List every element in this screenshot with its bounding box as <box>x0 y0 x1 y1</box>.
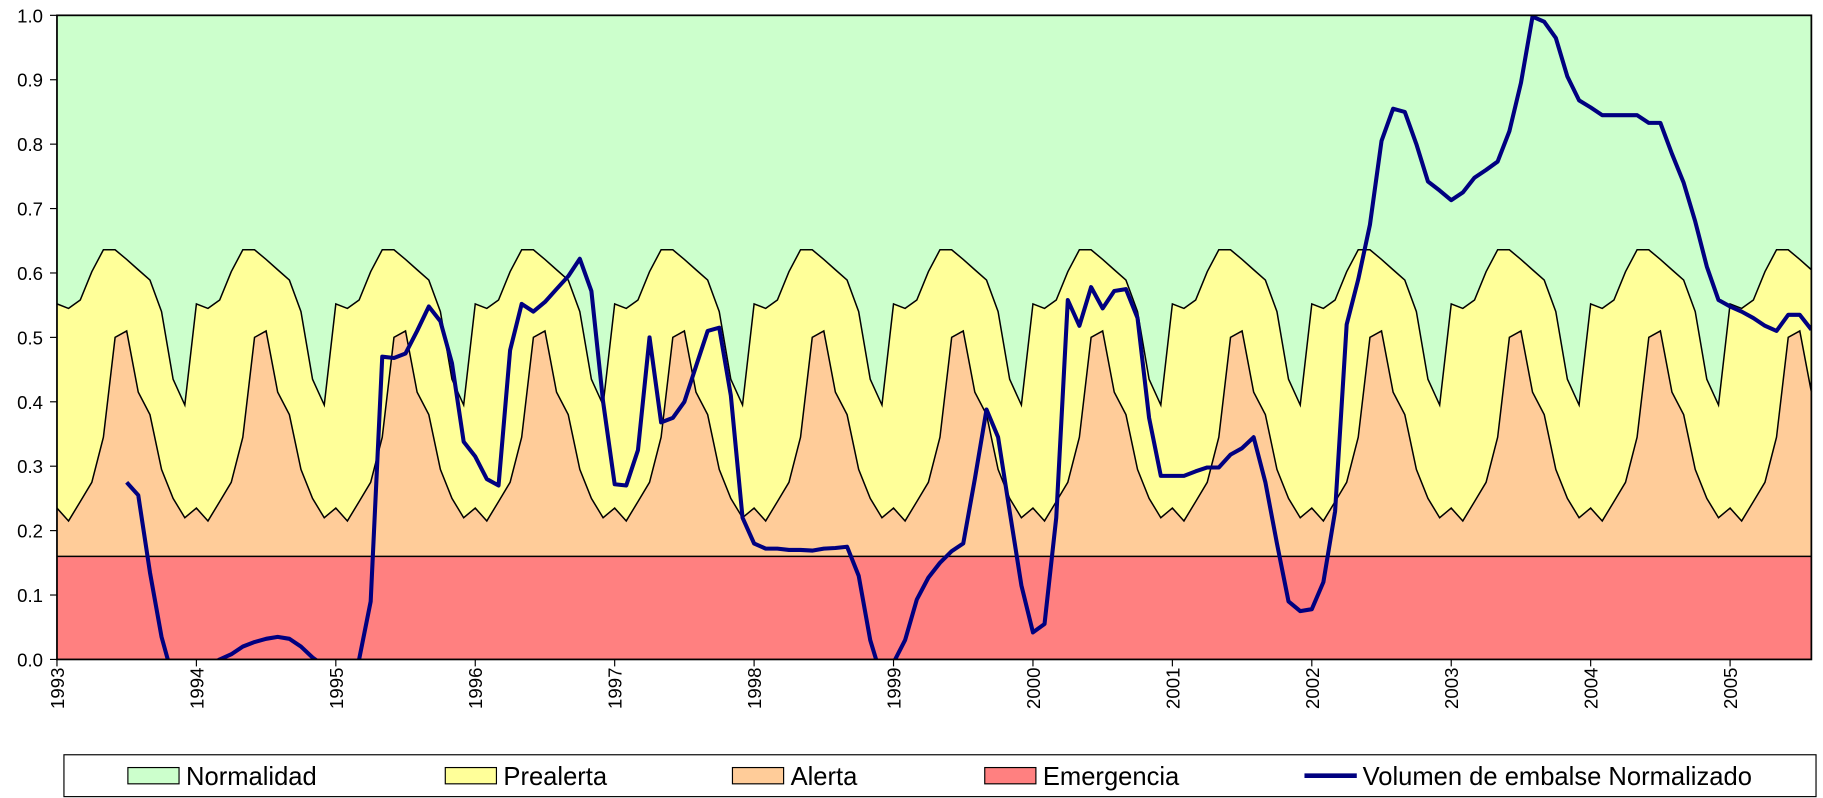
legend: Normalidad Prealerta Alerta Emergencia Volum… <box>127 763 1752 791</box>
y-tick-label: 0.3 <box>17 456 43 477</box>
lines <box>125 15 1812 660</box>
x-tick-label: 1995 <box>326 668 347 709</box>
y-tick-label: 0.7 <box>17 199 43 220</box>
x-tick-label: 1998 <box>744 668 765 709</box>
legend-label: Alerta <box>791 763 859 791</box>
legend-swatch <box>731 766 785 785</box>
y-tick-label: 0.5 <box>17 327 43 348</box>
legend-label: Volumen de embalse Normalizado <box>1363 763 1752 791</box>
band-fill <box>56 556 1812 660</box>
y-tick-label: 0.2 <box>17 521 43 542</box>
data-line <box>125 15 1812 660</box>
y-tick-label: 0.6 <box>17 263 43 284</box>
y-tick-label: 1.0 <box>17 5 43 26</box>
band-boundary <box>56 329 1813 523</box>
legend-swatch <box>444 766 498 785</box>
legend-label: Normalidad <box>186 763 317 791</box>
axes: 0.0 0.1 0.2 0.3 0.4 0.5 0.6 0.7 0.8 0.9 1.0 1993 199… <box>17 5 1741 709</box>
x-tick-label: 2000 <box>1023 668 1044 709</box>
legend-box <box>63 754 1817 798</box>
y-tick-label: 0.4 <box>17 392 43 413</box>
x-tick-label: 1997 <box>605 668 626 709</box>
legend-label: Prealerta <box>503 763 608 791</box>
y-tick-label: 0.9 <box>17 70 43 91</box>
bands <box>56 15 1813 660</box>
x-tick-label: 2005 <box>1720 668 1741 709</box>
plot-frame <box>56 14 1813 661</box>
x-tick-label: 2002 <box>1302 668 1323 709</box>
legend-label: Emergencia <box>1043 763 1180 791</box>
x-tick-label: 1996 <box>465 668 486 709</box>
x-tick-label: 2003 <box>1441 668 1462 709</box>
x-tick-label: 2001 <box>1162 668 1183 709</box>
x-tick-label: 1994 <box>186 668 207 709</box>
x-tick-label: 2004 <box>1581 668 1602 709</box>
legend-swatch <box>984 766 1037 785</box>
y-tick-label: 0.0 <box>17 649 43 670</box>
x-tick-label: 1993 <box>47 668 68 709</box>
x-tick-label: 1999 <box>884 668 905 709</box>
legend-swatch <box>127 766 180 785</box>
band-boundary <box>56 249 1812 408</box>
y-tick-label: 0.1 <box>17 585 43 606</box>
y-tick-label: 0.8 <box>17 134 43 155</box>
